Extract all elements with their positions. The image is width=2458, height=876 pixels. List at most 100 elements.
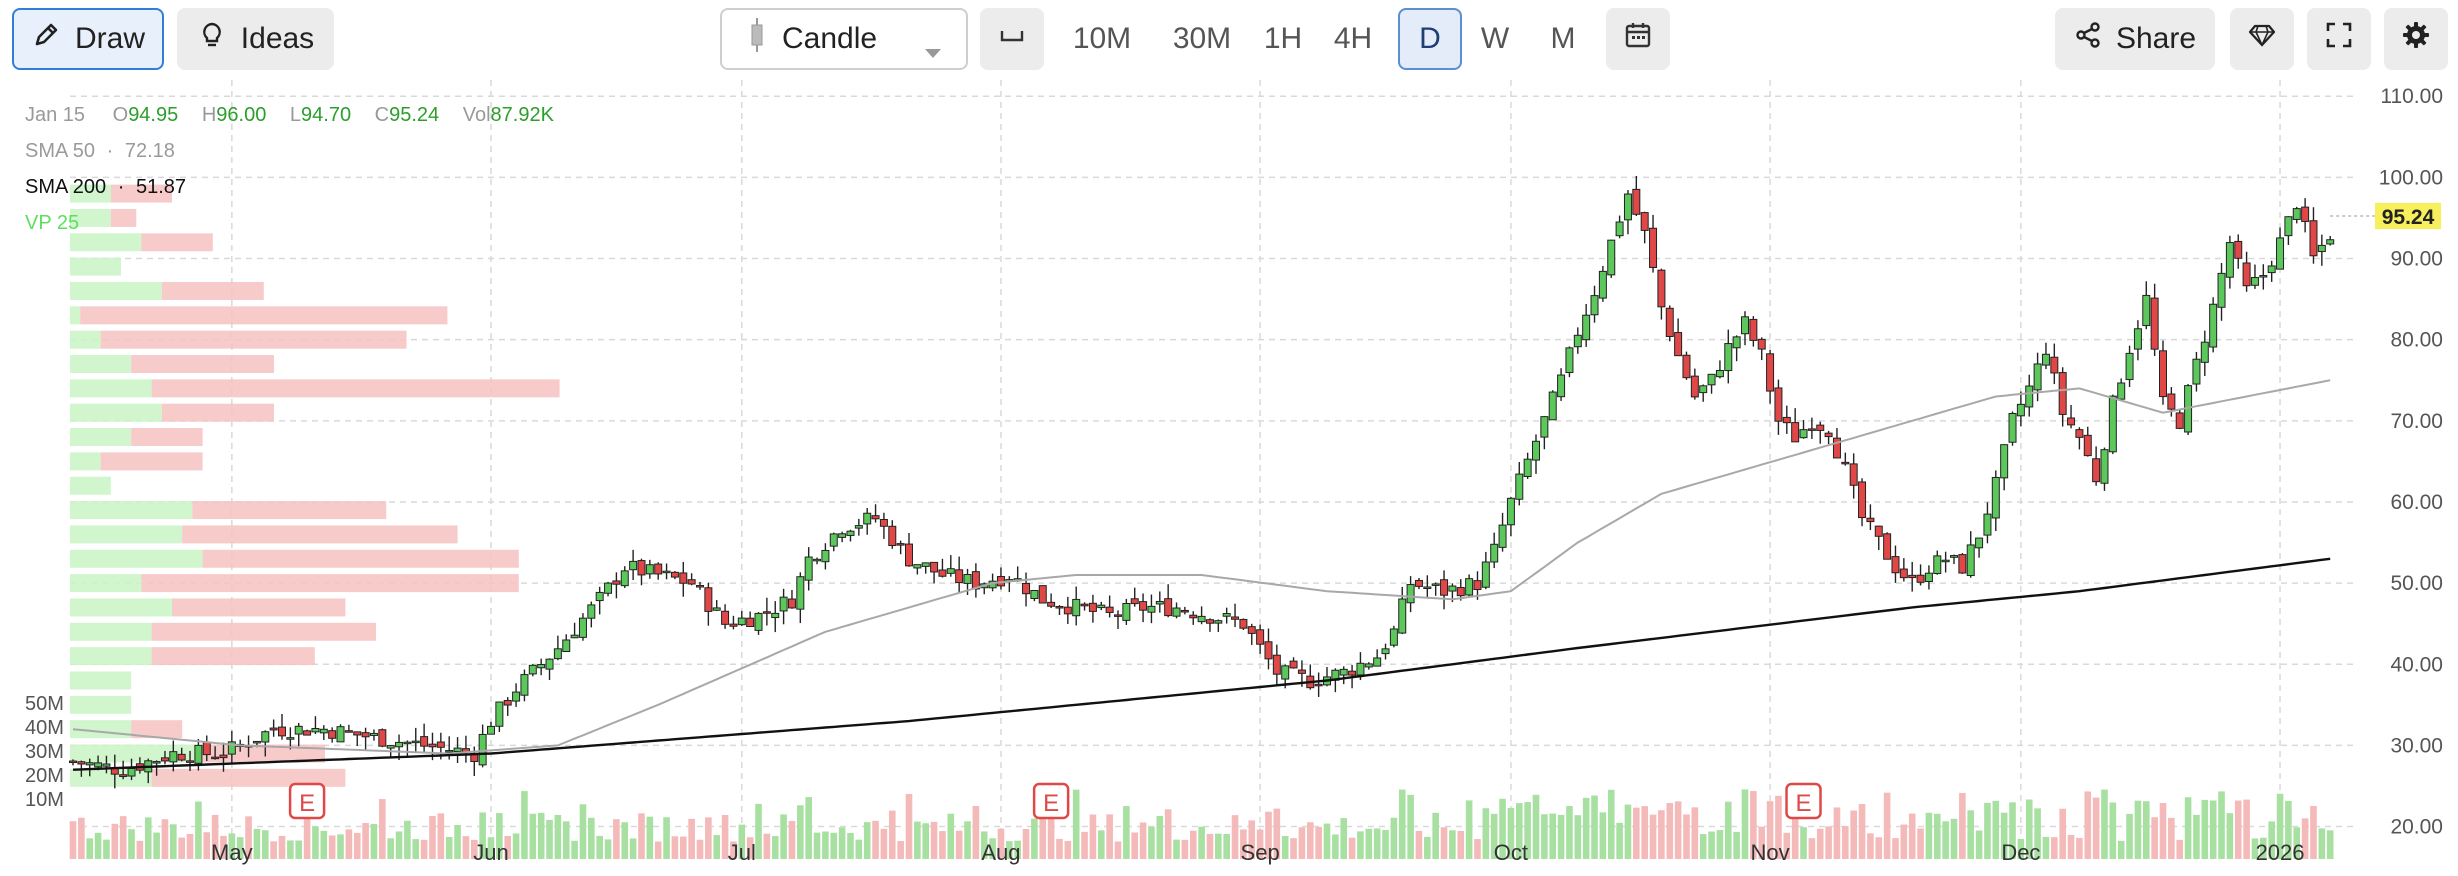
candle-body [1247, 626, 1256, 634]
candle-body [94, 762, 103, 768]
volume-bar [2209, 800, 2217, 859]
candle-body [186, 760, 195, 763]
x-tick-label: Dec [2001, 840, 2040, 865]
volume-profile-up-bar [70, 184, 111, 203]
ruler-button[interactable] [980, 8, 1044, 70]
candle-body [1239, 618, 1248, 629]
candle-body [1649, 227, 1658, 268]
candle-body [662, 570, 671, 574]
sma50-legend[interactable]: SMA 50 · 72.18 [25, 140, 175, 163]
volume-bar [387, 838, 394, 859]
volume-profile-down-bar [192, 501, 387, 520]
share-button[interactable]: Share [2055, 8, 2215, 70]
sma200-line [72, 557, 2331, 771]
candle-body [645, 564, 654, 575]
candle-body [1222, 613, 1231, 617]
vp-legend[interactable]: VP 25 [25, 212, 79, 235]
candle-body [336, 726, 345, 743]
timeframe-1h[interactable]: 1H [1263, 22, 1303, 55]
calendar-button[interactable] [1606, 8, 1670, 70]
sma50-line [72, 379, 2331, 755]
volume-bar [1607, 789, 1615, 859]
candle-body [2225, 242, 2234, 278]
volume-profile-up-bar [70, 281, 162, 300]
timeframe-4h[interactable]: 4H [1333, 22, 1373, 55]
candle-body [386, 745, 395, 749]
volume-bar [1432, 812, 1439, 859]
candle-body [905, 543, 913, 567]
candle-body [2234, 240, 2243, 259]
volume-bar [2176, 839, 2184, 859]
candle-body [1205, 619, 1214, 624]
candle-body [512, 691, 521, 702]
volume-bar [1900, 824, 1908, 859]
volume-bar [654, 841, 662, 859]
candle-body [1598, 270, 1607, 299]
draw-button[interactable]: Draw [12, 8, 164, 70]
volume-bar [437, 813, 445, 859]
candle-body [1966, 544, 1975, 577]
volume-bar [1908, 813, 1916, 859]
volume-bar [1783, 832, 1791, 859]
ideas-button[interactable]: Ideas [177, 8, 334, 70]
candle-body [303, 730, 312, 736]
volume-bar [822, 831, 829, 859]
volume-profile-up-bar [70, 403, 162, 422]
volume-bar [1633, 807, 1640, 859]
volume-bar [1206, 833, 1214, 859]
volume-bar [128, 829, 135, 859]
volume-bar [1750, 791, 1757, 859]
volume-bar [161, 819, 169, 859]
price-chart[interactable]: E E E 110.00 100.00 90.00 80.00 70.00 60.00 50.00… [0, 78, 2458, 876]
timeframe-w[interactable]: W [1480, 22, 1510, 55]
volume-bar [529, 813, 537, 859]
fullscreen-icon [2325, 21, 2353, 57]
sma200-legend[interactable]: SMA 200 · 51.87 [25, 176, 186, 199]
volume-bar [713, 835, 721, 859]
timeframe-30m[interactable]: 30M [1172, 22, 1232, 55]
lightbulb-icon [197, 20, 227, 58]
volume-bar [1139, 822, 1147, 859]
candle-body [1774, 387, 1783, 422]
candle-body [687, 579, 696, 585]
settings-button[interactable] [2384, 8, 2448, 70]
fullscreen-button[interactable] [2307, 8, 2371, 70]
candle-body [1038, 585, 1047, 604]
range-icon [999, 22, 1025, 56]
timeframe-d[interactable]: D [1398, 8, 1462, 70]
volume-bar [964, 821, 971, 859]
premium-button[interactable] [2230, 8, 2294, 70]
candle-body [1732, 336, 1741, 349]
volume-bar [771, 836, 779, 859]
candle-body [420, 736, 429, 747]
volume-bar [270, 841, 277, 859]
volume-bar [236, 837, 244, 859]
candle-body [1389, 628, 1398, 646]
candle-body [1715, 369, 1724, 378]
volume-bar [1733, 831, 1740, 859]
volume-bar [705, 817, 712, 859]
volume-bar [955, 830, 963, 859]
volume-bar [1574, 815, 1582, 859]
candle-body [1565, 347, 1574, 374]
candle-body [194, 744, 203, 764]
separator-dot: · [117, 176, 125, 198]
y-tick-label: 60.00 [2390, 491, 2443, 514]
volume-bar [579, 804, 587, 859]
y-tick-label: 70.00 [2390, 410, 2443, 433]
volume-profile-up-bar [70, 574, 142, 593]
timeframe-m[interactable]: M [1550, 22, 1576, 55]
candle-body [261, 731, 270, 743]
candle-body [829, 533, 838, 547]
candle-body [1665, 307, 1674, 337]
chart-type-select[interactable]: Candle [720, 8, 968, 70]
candle-body [813, 558, 822, 562]
candle-body [1130, 598, 1139, 605]
x-tick-label: Jul [728, 840, 756, 865]
candle-body [679, 572, 688, 584]
candle-body [1172, 607, 1181, 617]
timeframe-10m[interactable]: 10M [1072, 22, 1132, 55]
volume-profile-up-bar [70, 379, 152, 398]
volume-value: 87.92K [490, 104, 554, 126]
candle-body [202, 741, 211, 756]
